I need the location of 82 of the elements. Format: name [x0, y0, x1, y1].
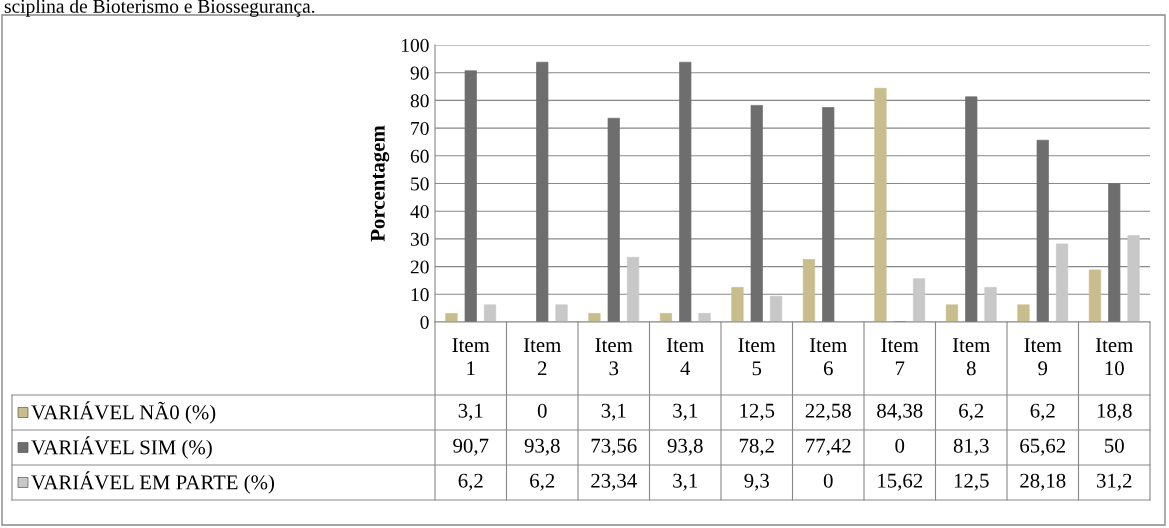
data-label: 65,62 [1020, 438, 1066, 456]
bar [1088, 269, 1102, 322]
bar [607, 117, 620, 322]
bar [1017, 304, 1030, 322]
bar [769, 295, 783, 322]
bar [822, 107, 835, 322]
bar [626, 257, 640, 322]
data-label: 81,3 [953, 438, 989, 456]
y-tick-label: 70 [411, 121, 429, 136]
data-label: 22,58 [805, 403, 851, 421]
y-tick-label: 80 [410, 94, 429, 108]
bar [731, 287, 744, 322]
y-tick-label: 20 [410, 260, 429, 274]
data-label: 18,8 [1097, 403, 1132, 421]
bar [965, 96, 978, 322]
bar [945, 304, 959, 322]
bar [912, 278, 926, 322]
bar [679, 61, 692, 322]
legend-label: VARIÁVEL SIM (%) [31, 436, 212, 459]
data-label: 28,18 [1020, 473, 1066, 491]
x-tick-label: Item 7 [881, 338, 919, 376]
bar [698, 313, 711, 322]
bar [536, 61, 549, 322]
data-label: 0 [537, 403, 547, 418]
bar [483, 304, 497, 322]
bar [1127, 235, 1140, 322]
data-label: 84,38 [877, 403, 923, 421]
text: sciplina de Bioterismo e Biossegurança. [4, 0, 315, 17]
data-label: 6,2 [959, 403, 984, 421]
bar [555, 304, 568, 322]
y-tick-label: 10 [411, 288, 429, 302]
bar [874, 87, 887, 322]
data-label: 31,2 [1097, 473, 1132, 491]
data-label: 78,2 [739, 438, 774, 456]
bar [1036, 139, 1049, 322]
data-label: 0 [895, 438, 905, 453]
x-tick-label: Item 2 [523, 338, 562, 376]
data-label: 12,5 [954, 473, 989, 491]
bar [1108, 183, 1121, 322]
x-tick-label: Item 8 [952, 338, 991, 376]
x-tick-label: Item 4 [666, 338, 705, 376]
data-label: 93,8 [524, 438, 560, 456]
legend-label: VARIÁVEL NÃ0 (%) [31, 401, 216, 424]
y-tick-label: 30 [410, 232, 429, 246]
data-label: 77,42 [806, 438, 851, 456]
x-tick-label: Item 5 [738, 338, 776, 376]
y-tick-label: 0 [420, 315, 429, 329]
x-tick-label: Item 3 [595, 338, 633, 376]
bar [1055, 243, 1069, 322]
data-label: 3,1 [673, 473, 698, 491]
data-label: 3,1 [673, 403, 698, 421]
bar [464, 70, 477, 322]
x-tick-label: Item 6 [809, 338, 848, 376]
data-label: 6,2 [530, 473, 555, 491]
y-tick-label: 90 [410, 66, 429, 80]
data-label: 23,34 [591, 473, 637, 491]
x-tick-label: Item 10 [1095, 338, 1134, 376]
bar [445, 313, 458, 322]
data-label: 50 [1105, 438, 1124, 453]
bar [588, 313, 601, 322]
y-tick-label: 40 [410, 205, 429, 219]
y-tick-label: 60 [410, 149, 429, 163]
data-label: 15,62 [878, 473, 923, 491]
data-label: 6,2 [1030, 403, 1055, 421]
x-tick-label: Item 9 [1024, 338, 1062, 376]
data-label: 90,7 [453, 438, 489, 456]
data-label: 0 [823, 473, 833, 488]
bar [750, 105, 763, 322]
data-label: 12,5 [740, 403, 775, 421]
y-tick-label: 100 [401, 38, 429, 52]
legend-label: VARIÁVEL EM PARTE (%) [31, 471, 275, 494]
data-label: 3,1 [458, 403, 483, 421]
y-axis-title: Porcentagem [370, 125, 390, 242]
bar [802, 259, 816, 322]
data-label: 73,56 [591, 438, 637, 456]
data-label: 6,2 [458, 473, 483, 491]
data-label: 3,1 [601, 403, 626, 421]
x-tick-label: Item 1 [452, 338, 490, 376]
bar [984, 287, 997, 322]
data-label: 93,8 [667, 438, 703, 456]
y-tick-label: 50 [411, 177, 429, 191]
data-label: 9,3 [744, 473, 769, 491]
